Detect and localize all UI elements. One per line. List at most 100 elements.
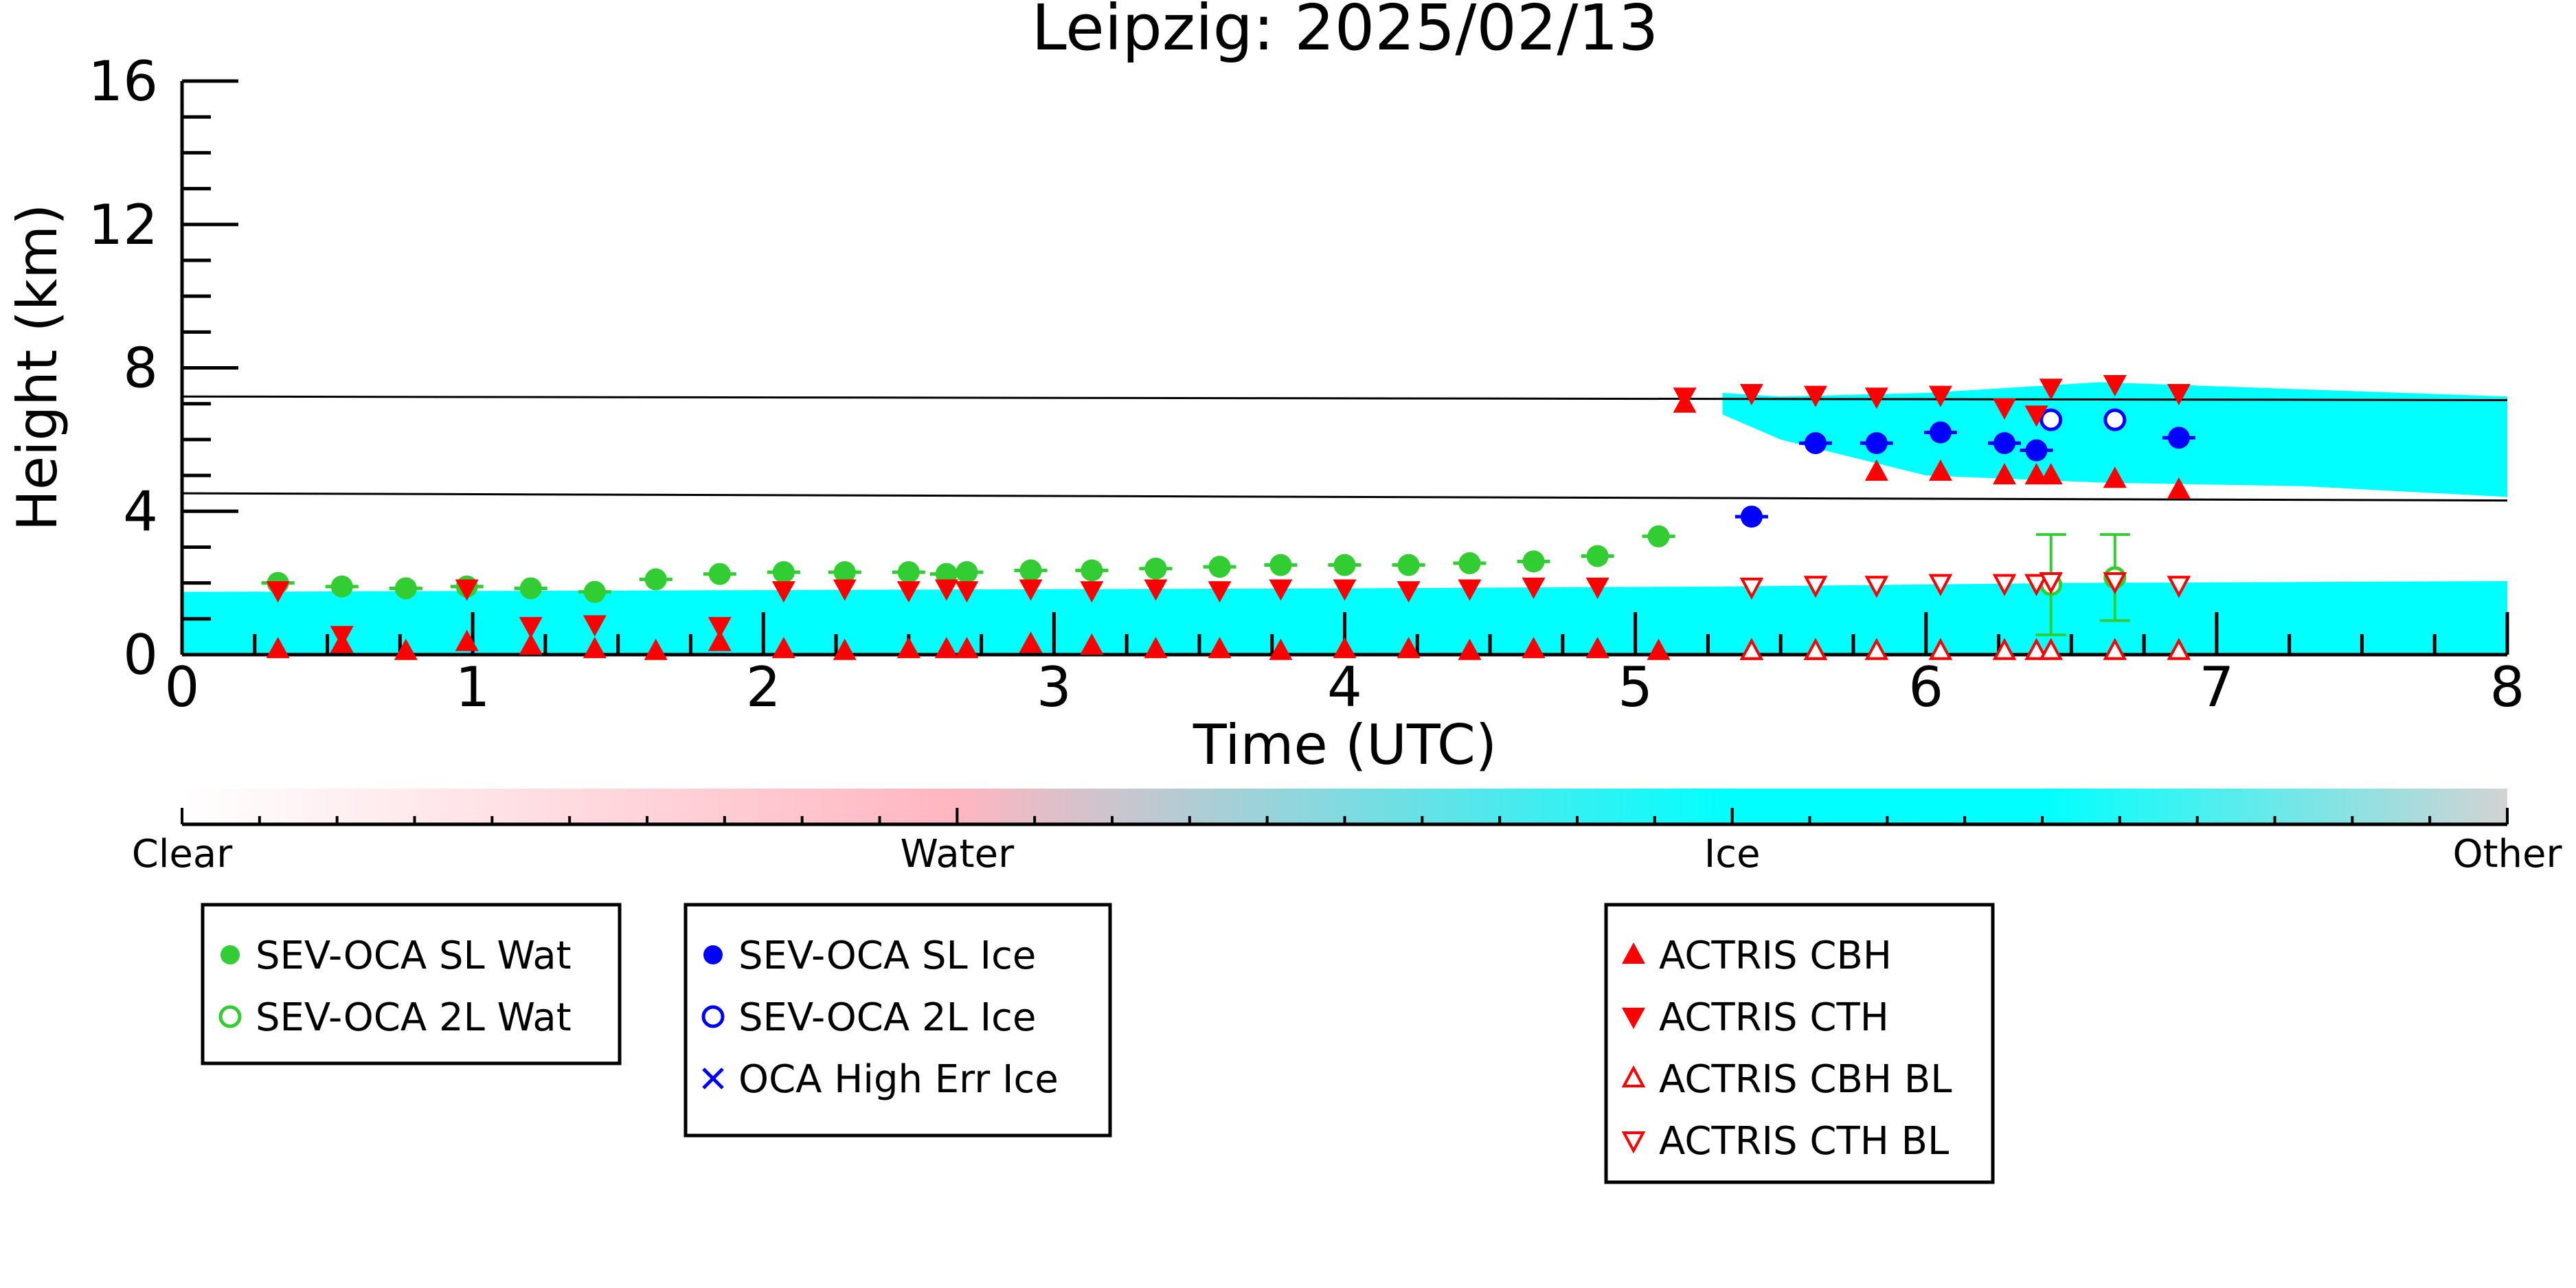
data-point: [1397, 637, 1421, 659]
data-point: [1080, 633, 1104, 655]
y-tick-label: 16: [88, 49, 158, 113]
data-point: [2103, 466, 2127, 488]
legend-label: ACTRIS CTH: [1659, 995, 1889, 1040]
data-point: [2024, 637, 2048, 660]
data-point: [1458, 638, 1482, 660]
data-point: [2167, 384, 2191, 406]
data-point: [1647, 638, 1671, 660]
x-tick-label: 2: [746, 655, 781, 719]
legend-marker: [1622, 1008, 1645, 1029]
x-tick-label: 4: [1327, 655, 1362, 719]
data-point: [394, 638, 418, 660]
data-point: [2103, 572, 2127, 595]
reference-line-2: [181, 492, 2508, 502]
series-sev-oca-2l-ice: [2040, 408, 2127, 431]
data-point: [1864, 459, 1888, 481]
data-point: [266, 637, 290, 659]
series-actris-cth: [266, 374, 2191, 648]
data-point: [644, 568, 667, 591]
x-tick-label: 5: [1618, 655, 1653, 719]
x-tick-label: 8: [2490, 655, 2525, 719]
data-point: [1019, 579, 1043, 601]
legend-marker: [218, 1005, 242, 1028]
legend-marker: [703, 945, 723, 964]
data-point: [1992, 398, 2016, 420]
legend-label: ACTRIS CBH: [1659, 934, 1892, 978]
x-tick-label: 6: [1908, 655, 1943, 719]
data-point: [1458, 579, 1482, 601]
data-point: [1269, 638, 1293, 660]
data-point: [1144, 557, 1167, 580]
data-point: [1144, 579, 1168, 601]
data-point: [1585, 577, 1609, 599]
legend: SEV-OCA SL Wat SEV-OCA 2L Wat SEV-OCA SL I…: [201, 903, 1995, 1184]
cloud-layer-high: [1722, 382, 2507, 497]
data-point: [1208, 556, 1231, 578]
legend-marker: [702, 1067, 724, 1089]
data-point: [1803, 385, 1827, 407]
legend-box-3: ACTRIS CBH ACTRIS CTH ACTRIS CBH BL ACTRIS …: [1604, 903, 1995, 1184]
data-point: [1864, 387, 1888, 409]
data-point: [2039, 379, 2063, 400]
data-point: [708, 617, 732, 639]
x-tick-label: 7: [2199, 655, 2234, 719]
legend-frame: [1604, 903, 1995, 1184]
data-point: [1586, 545, 1609, 567]
data-point: [708, 629, 732, 651]
data-point: [771, 581, 795, 603]
legend-label: OCA High Err Ice: [738, 1057, 1059, 1102]
x-tick-label: 3: [1037, 655, 1072, 719]
data-point: [2024, 574, 2048, 596]
colorbar-label: Ice: [1704, 832, 1761, 877]
series-actris-cth-bl: [1739, 572, 2191, 600]
data-point: [2103, 637, 2127, 660]
legend-label: ACTRIS CBH BL: [1659, 1057, 1952, 1102]
data-point: [2167, 427, 2190, 449]
data-point: [1080, 581, 1104, 603]
data-point: [934, 579, 958, 601]
data-point: [1992, 463, 2016, 485]
data-point: [1208, 637, 1232, 659]
data-point: [833, 561, 856, 583]
x-tick-label: 1: [455, 655, 490, 719]
data-point: [1673, 387, 1697, 409]
data-point: [956, 561, 978, 583]
data-point: [833, 579, 857, 601]
data-point: [1647, 525, 1670, 547]
x-tick-label: 0: [165, 655, 200, 719]
y-tick-label: 12: [88, 193, 158, 257]
colorbar-label: Other: [2452, 832, 2562, 877]
data-point: [896, 637, 920, 659]
data-point: [1928, 459, 1952, 481]
colorbar-label: Water: [901, 832, 1015, 877]
y-tick-label: 4: [123, 479, 158, 543]
legend-box-2: SEV-OCA SL Ice SEV-OCA 2L Ice OCA High Err…: [683, 903, 1112, 1138]
data-point: [772, 561, 795, 583]
data-point: [1928, 637, 1953, 660]
data-point: [1269, 579, 1293, 601]
data-point: [955, 637, 979, 659]
data-point: [1522, 577, 1546, 599]
data-point: [1865, 432, 1888, 455]
data-point: [1081, 559, 1103, 582]
legend-label: SEV-OCA SL Ice: [738, 934, 1036, 978]
legend-marker: [221, 945, 240, 964]
data-point: [583, 615, 607, 637]
legend-frame: [201, 903, 622, 1065]
data-point: [1019, 559, 1042, 582]
legend-label: ACTRIS CTH BL: [1659, 1119, 1949, 1164]
data-point: [1397, 554, 1420, 576]
data-point: [2103, 374, 2127, 396]
data-point: [1585, 637, 1609, 659]
data-point: [955, 581, 979, 603]
data-point: [1208, 581, 1232, 603]
data-point: [1522, 550, 1545, 573]
series-sev-oca-sl-ice: [1735, 421, 2195, 528]
data-point: [2167, 576, 2191, 598]
data-point: [1739, 637, 1764, 660]
series-actris-cbh-bl: [1739, 637, 2191, 660]
data-point: [1333, 554, 1356, 576]
data-point: [1019, 631, 1043, 653]
data-point: [455, 579, 479, 601]
